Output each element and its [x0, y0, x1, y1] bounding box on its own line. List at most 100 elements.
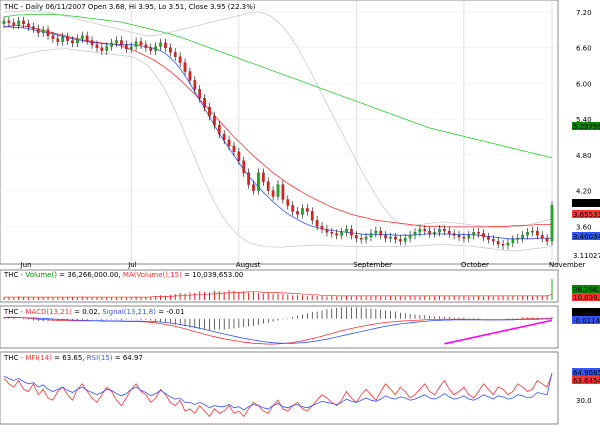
- candle-body: [95, 44, 99, 48]
- candle-body: [526, 232, 529, 236]
- candle-body: [257, 172, 260, 191]
- candle-body: [398, 239, 402, 242]
- candle-body: [325, 229, 329, 233]
- candle-body: [32, 26, 35, 29]
- candle-body: [100, 47, 104, 51]
- candle-body: [139, 41, 143, 45]
- macd-label-signal-box: [572, 316, 600, 324]
- candle-body: [521, 235, 524, 239]
- candle-body: [467, 235, 471, 239]
- macd-panel: [0, 305, 559, 349]
- month-label: October: [461, 261, 489, 269]
- candle-body: [164, 42, 167, 48]
- mfi-rsi-panel: [0, 351, 559, 425]
- mfi-label-value-box: [572, 376, 600, 384]
- price-header: THC - Daily 06/11/2007 Open 3.68, Hi 3.9…: [3, 3, 256, 11]
- candle-body: [120, 40, 123, 45]
- candle-body: [443, 229, 446, 232]
- candle-body: [433, 232, 436, 234]
- candle-body: [76, 38, 79, 44]
- macd-label-value: 0.0186565: [573, 309, 600, 317]
- candle-body: [2, 20, 6, 25]
- price-label-ma-blue: 3.40034: [573, 233, 600, 241]
- candle-body: [12, 22, 16, 26]
- mfi-line: [3, 373, 553, 418]
- candle-body: [535, 230, 539, 236]
- candle-body: [540, 235, 544, 239]
- candle-body: [144, 44, 148, 48]
- candle-body: [462, 236, 466, 239]
- candle-body: [36, 28, 40, 33]
- candle-body: [413, 232, 417, 236]
- candle-body: [320, 226, 324, 230]
- rsi-label-value-box: [572, 368, 600, 376]
- candle-body: [335, 233, 339, 236]
- candle-body: [51, 35, 55, 39]
- volume-header: THC - Volume() = 36,266,000.00, MA(Volum…: [3, 271, 243, 279]
- candle-body: [124, 44, 128, 50]
- rsi-label-value: 64.9685: [573, 369, 600, 377]
- candle-body: [90, 40, 94, 45]
- month-label: September: [353, 261, 392, 269]
- candle-body: [217, 124, 221, 135]
- candle-body: [252, 184, 255, 191]
- candle-body: [261, 172, 265, 182]
- candle-body: [457, 235, 461, 238]
- candle-body: [27, 23, 30, 27]
- candle-body: [208, 107, 211, 117]
- volume-label-value: 36,266,000: [573, 286, 600, 294]
- price-label-lower: 3.11027: [573, 252, 600, 260]
- candle-body: [227, 139, 231, 147]
- candle-body: [110, 42, 113, 47]
- candle-body: [61, 36, 65, 42]
- volume-panel: [0, 269, 559, 303]
- candle-body: [149, 47, 153, 51]
- candle-body: [423, 229, 427, 232]
- bollinger-upper-line: [4, 10, 553, 228]
- candle-body: [56, 38, 60, 42]
- candle-body: [477, 232, 480, 234]
- candle-body: [501, 243, 505, 246]
- candle-body: [545, 238, 549, 242]
- candle-body: [403, 238, 407, 242]
- candle-body: [369, 233, 373, 238]
- candle-body: [247, 172, 250, 185]
- candle-body: [169, 47, 172, 53]
- price-tick-label: 4.20: [576, 188, 592, 196]
- candle-body: [350, 229, 353, 236]
- candle-body: [389, 236, 392, 239]
- candle-body: [154, 46, 158, 51]
- candle-body: [428, 230, 432, 234]
- candle-body: [496, 241, 500, 245]
- candle-body: [340, 232, 343, 236]
- candle-body: [213, 115, 216, 126]
- price-tick-label: 7.20: [576, 9, 592, 17]
- candle-body: [296, 211, 299, 215]
- price-label-close-box: [572, 199, 600, 207]
- macd-trendline: [444, 319, 553, 345]
- price-label-ma-green: 5.25759: [573, 123, 600, 131]
- candle-body: [281, 184, 285, 200]
- candle-body: [408, 235, 412, 239]
- bollinger-lower-line: [3, 48, 553, 252]
- macd-label-value-box: [572, 308, 600, 316]
- candle-body: [71, 40, 74, 44]
- candle-body: [487, 236, 490, 240]
- candle-body: [203, 98, 206, 108]
- candle-body: [85, 35, 89, 41]
- candle-body: [183, 62, 187, 72]
- candle-body: [22, 20, 25, 25]
- mfi-label-value: 63.6454: [573, 377, 600, 385]
- candle-body: [310, 211, 314, 221]
- candle-body: [193, 80, 197, 90]
- price-label-ma-green-box: [572, 122, 600, 130]
- candle-body: [364, 236, 368, 240]
- macd-header: THC - MACD(13,21) = 0.02, Signal(13,21,8…: [3, 308, 184, 316]
- candle-body: [418, 229, 422, 233]
- candle-body: [394, 236, 397, 240]
- candle-body: [17, 20, 21, 26]
- macd-label-signal: -0.011402: [573, 317, 600, 325]
- candle-body: [222, 133, 226, 141]
- ma-green-line: [3, 13, 553, 159]
